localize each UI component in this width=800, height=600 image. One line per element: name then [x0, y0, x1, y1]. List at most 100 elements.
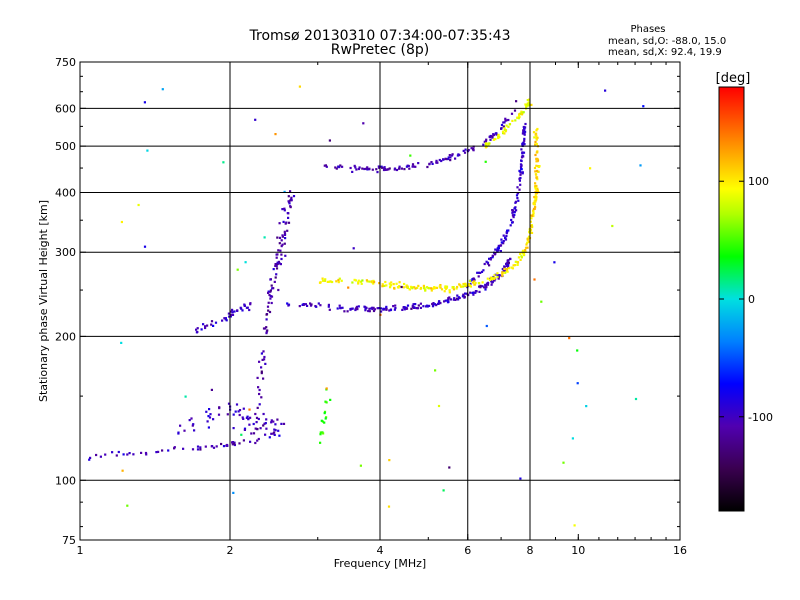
data-point — [390, 281, 393, 284]
data-point — [337, 281, 340, 284]
data-point — [535, 137, 538, 140]
data-point — [233, 310, 236, 313]
data-point — [319, 441, 322, 444]
data-point — [490, 283, 493, 286]
data-point — [497, 277, 500, 280]
data-point — [463, 295, 466, 298]
data-point — [419, 302, 422, 305]
data-point — [122, 453, 125, 456]
data-point — [309, 302, 312, 305]
data-point — [482, 143, 485, 146]
data-point — [505, 268, 509, 271]
data-point — [361, 167, 364, 170]
data-point — [472, 293, 475, 296]
data-point — [451, 153, 454, 156]
data-point — [233, 442, 236, 445]
data-point — [463, 151, 467, 154]
data-point — [284, 237, 287, 240]
data-point — [196, 330, 199, 334]
data-point — [519, 176, 522, 180]
data-point — [526, 99, 529, 102]
data-point — [220, 442, 223, 446]
data-point — [488, 264, 491, 267]
data-point — [491, 280, 494, 283]
data-point — [479, 271, 482, 274]
data-point — [483, 286, 486, 289]
data-point — [533, 207, 536, 210]
data-point — [99, 455, 102, 458]
data-point — [501, 130, 505, 133]
data-point — [325, 387, 328, 390]
data-point — [270, 295, 274, 298]
data-point — [208, 416, 212, 419]
data-point — [520, 168, 523, 171]
data-point — [536, 187, 539, 190]
data-point — [524, 130, 527, 133]
data-point — [476, 271, 479, 274]
data-point — [456, 294, 459, 297]
data-point — [444, 285, 447, 288]
data-point — [323, 279, 326, 282]
data-point — [491, 256, 494, 259]
data-point — [416, 286, 419, 289]
data-point — [505, 234, 508, 238]
data-point — [241, 309, 244, 312]
data-point — [480, 270, 484, 273]
data-point — [278, 236, 282, 239]
data-point — [464, 292, 467, 295]
data-point — [432, 287, 435, 290]
data-point — [372, 282, 375, 285]
data-point — [455, 287, 458, 290]
y-tick-label: 600 — [55, 102, 76, 115]
data-point — [488, 257, 491, 260]
data-point — [392, 305, 395, 308]
data-point — [497, 246, 500, 249]
data-point — [485, 260, 488, 263]
data-point — [530, 103, 533, 106]
data-point — [568, 337, 571, 340]
data-point — [380, 310, 383, 313]
data-point — [240, 307, 243, 310]
data-point — [388, 459, 391, 462]
data-point — [447, 300, 450, 303]
data-point — [422, 305, 425, 308]
data-point — [393, 287, 396, 290]
data-point — [444, 299, 447, 302]
y-tick-label: 200 — [55, 330, 76, 343]
data-point — [221, 319, 224, 322]
data-point — [532, 214, 535, 218]
data-point — [490, 278, 494, 281]
data-point — [270, 284, 273, 287]
data-point — [177, 432, 180, 435]
data-point — [248, 308, 251, 312]
data-point — [227, 402, 231, 405]
data-point — [473, 283, 476, 286]
data-point — [267, 309, 270, 312]
data-point — [510, 266, 513, 269]
data-point — [481, 285, 484, 288]
data-point — [273, 433, 276, 436]
data-point — [258, 360, 261, 363]
data-point — [353, 278, 356, 281]
data-point — [360, 282, 363, 285]
data-point — [462, 282, 465, 286]
data-point — [319, 304, 322, 307]
data-point — [385, 307, 388, 310]
data-point — [351, 281, 354, 284]
data-point — [204, 326, 207, 330]
data-point — [275, 264, 278, 267]
data-point — [288, 202, 291, 205]
data-point — [524, 122, 527, 126]
data-point — [523, 133, 526, 136]
data-point — [530, 225, 533, 228]
data-point — [407, 164, 410, 168]
data-point — [486, 277, 489, 280]
data-point — [515, 194, 519, 197]
data-point — [442, 158, 445, 161]
data-point — [405, 165, 408, 168]
data-point — [231, 441, 234, 444]
data-point — [302, 303, 305, 306]
data-point — [228, 315, 231, 318]
data-point — [478, 285, 481, 288]
data-point — [389, 308, 392, 312]
